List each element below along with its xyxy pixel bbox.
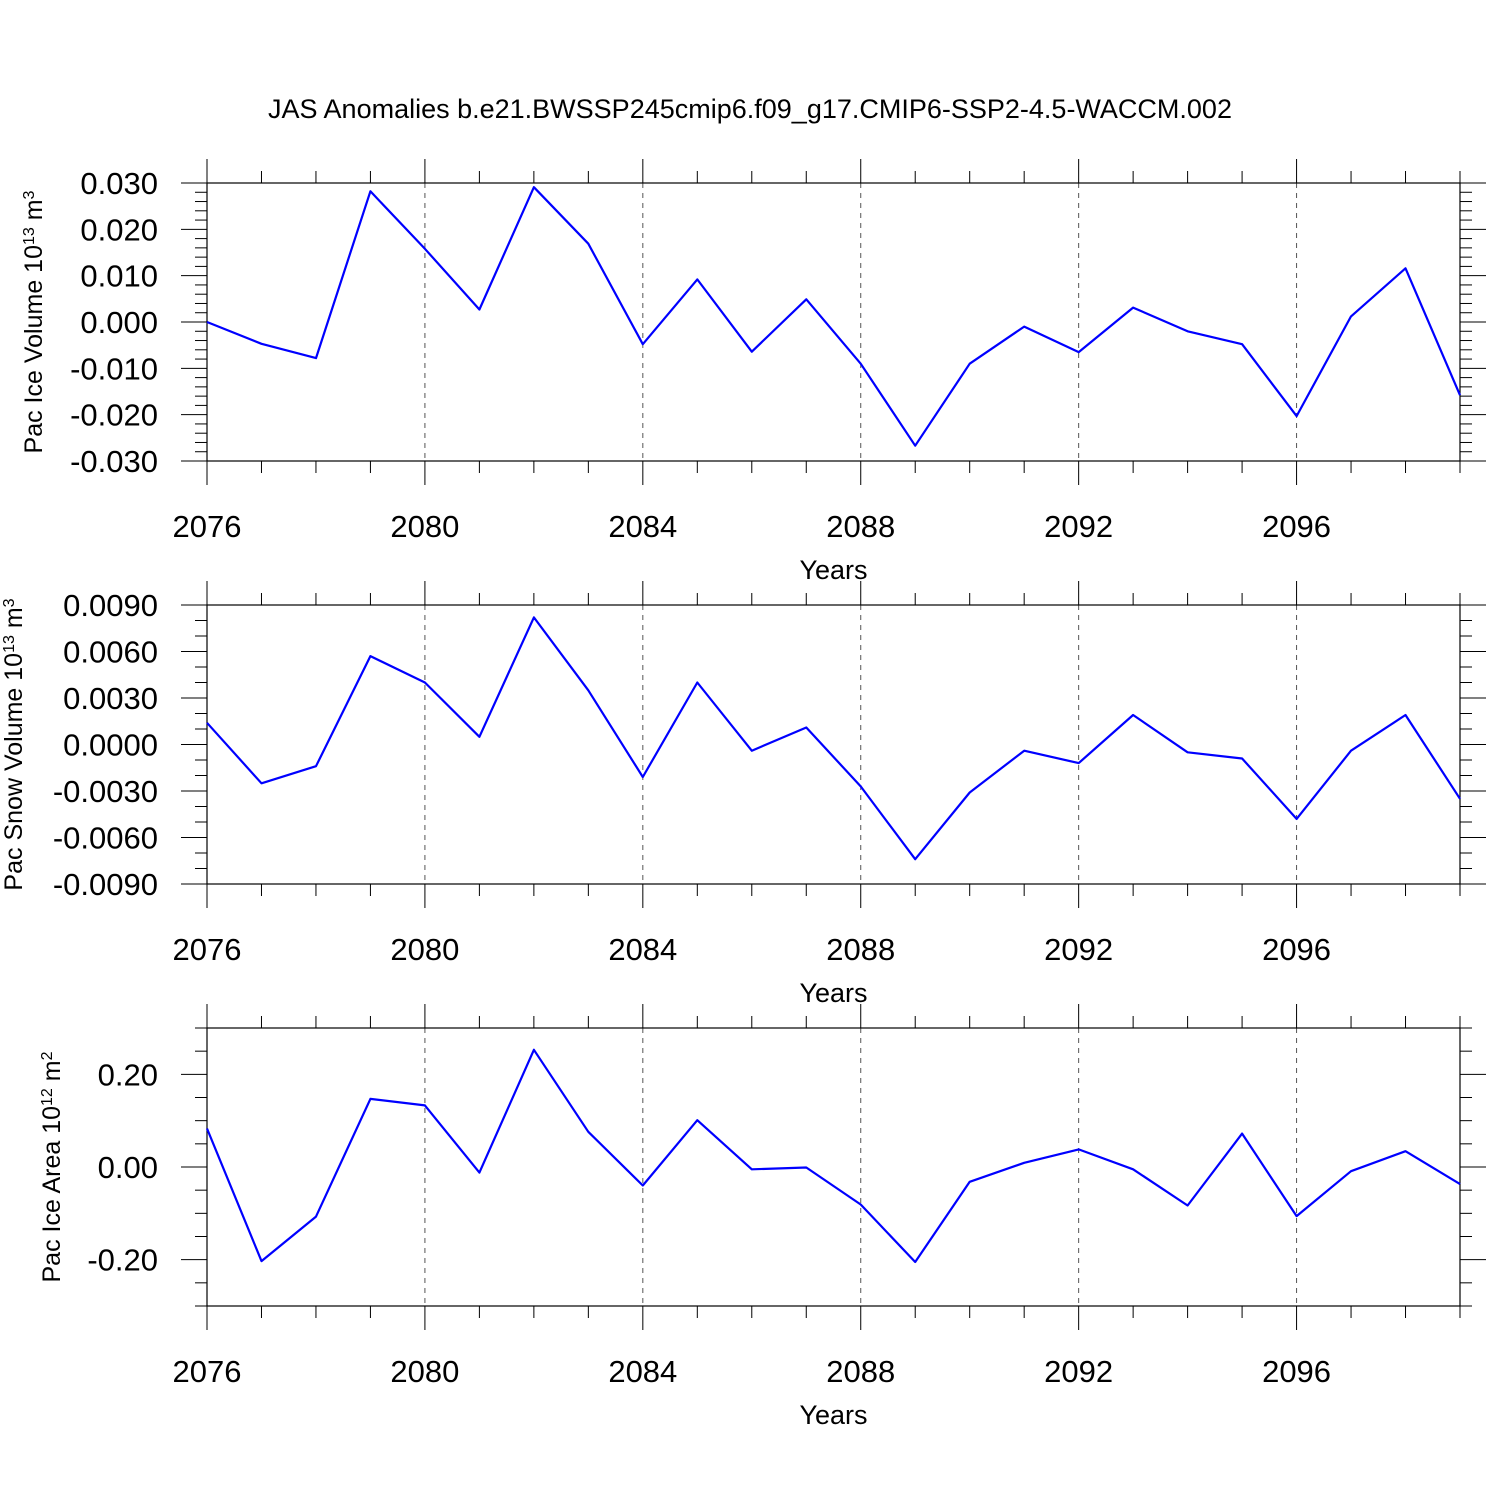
y-label-text: Pac Snow Volume 10 bbox=[0, 653, 28, 891]
panel-1: 2076 2080 2084 2088 2092 2096 -0.030 -0.020 -0.0… bbox=[20, 159, 1486, 585]
y-axis-label: Pac Ice Area 1012 m2 bbox=[38, 1051, 66, 1282]
y-label-superscript: 3 bbox=[1, 598, 18, 607]
x-tick-label: 2076 bbox=[173, 932, 242, 967]
plot-frame bbox=[206, 182, 1461, 462]
y-label-superscript: 12 bbox=[39, 1088, 56, 1106]
x-tick-label: 2096 bbox=[1262, 1354, 1331, 1389]
y-tick-label: 0.0060 bbox=[63, 635, 158, 670]
y-label-text: m bbox=[38, 1060, 66, 1088]
x-tick-label: 2088 bbox=[826, 509, 895, 544]
x-tick-label: 2084 bbox=[608, 1354, 677, 1389]
y-tick-label: 0.00 bbox=[98, 1150, 158, 1185]
y-tick-label: 0.0090 bbox=[63, 588, 158, 623]
y-axis-label: Pac Ice Volume 1013 m3 bbox=[20, 190, 48, 453]
y-label-text: Pac Ice Volume 10 bbox=[20, 245, 48, 453]
x-axis-label: Years bbox=[799, 1400, 867, 1430]
x-tick-label: 2080 bbox=[390, 932, 459, 967]
y-tick-label: -0.030 bbox=[70, 444, 158, 479]
x-tick-label: 2080 bbox=[390, 1354, 459, 1389]
x-axis-label: Years bbox=[799, 978, 867, 1008]
y-tick-label: 0.020 bbox=[80, 212, 158, 247]
plot-frame bbox=[206, 604, 1461, 885]
x-tick-label: 2092 bbox=[1044, 932, 1113, 967]
x-tick-label: 2092 bbox=[1044, 1354, 1113, 1389]
y-label-text: m bbox=[20, 199, 48, 227]
plot-frame bbox=[206, 1027, 1461, 1307]
series-line bbox=[206, 616, 1461, 861]
y-tick-label: -0.0090 bbox=[53, 867, 158, 902]
series-line bbox=[205, 1048, 1461, 1264]
y-tick-label: 0.0030 bbox=[63, 681, 158, 716]
x-tick-label: 2084 bbox=[608, 932, 677, 967]
y-label-superscript: 2 bbox=[39, 1051, 56, 1060]
x-tick-label: 2084 bbox=[608, 509, 677, 544]
x-tick-label: 2076 bbox=[173, 1354, 242, 1389]
x-tick-label: 2088 bbox=[826, 932, 895, 967]
y-label-superscript: 3 bbox=[21, 190, 38, 199]
x-tick-label: 2088 bbox=[826, 1354, 895, 1389]
y-tick-label: 0.030 bbox=[80, 166, 158, 201]
x-tick-label: 2096 bbox=[1262, 932, 1331, 967]
y-tick-label: -0.010 bbox=[70, 351, 158, 386]
y-tick-label: -0.20 bbox=[87, 1243, 158, 1278]
panel-2: 2076 2080 2084 2088 2092 2096 -0.0090 -0.0060 -0… bbox=[0, 581, 1486, 1008]
chart-title: JAS Anomalies b.e21.BWSSP245cmip6.f09_g1… bbox=[268, 94, 1232, 124]
x-tick-label: 2080 bbox=[390, 509, 459, 544]
y-tick-label: 0.0000 bbox=[63, 728, 158, 763]
panel-3: 2076 2080 2084 2088 2092 2096 -0.20 0.00 0.20 Yea… bbox=[38, 1004, 1486, 1430]
y-label-superscript: 13 bbox=[21, 227, 38, 245]
y-tick-label: -0.0030 bbox=[53, 774, 158, 809]
series-line bbox=[206, 186, 1462, 447]
y-tick-label: 0.20 bbox=[98, 1057, 158, 1092]
y-axis-label: Pac Snow Volume 1013 m3 bbox=[0, 598, 28, 890]
x-tick-label: 2076 bbox=[173, 509, 242, 544]
y-tick-label: 0.010 bbox=[80, 259, 158, 294]
y-tick-label: -0.020 bbox=[70, 398, 158, 433]
y-label-text: m bbox=[0, 607, 28, 635]
x-axis-label: Years bbox=[799, 555, 867, 585]
y-tick-label: -0.0060 bbox=[53, 821, 158, 856]
y-label-superscript: 13 bbox=[1, 635, 18, 653]
y-label-text: Pac Ice Area 10 bbox=[38, 1106, 66, 1283]
x-tick-label: 2092 bbox=[1044, 509, 1113, 544]
x-tick-label: 2096 bbox=[1262, 509, 1331, 544]
y-tick-label: 0.000 bbox=[80, 305, 158, 340]
